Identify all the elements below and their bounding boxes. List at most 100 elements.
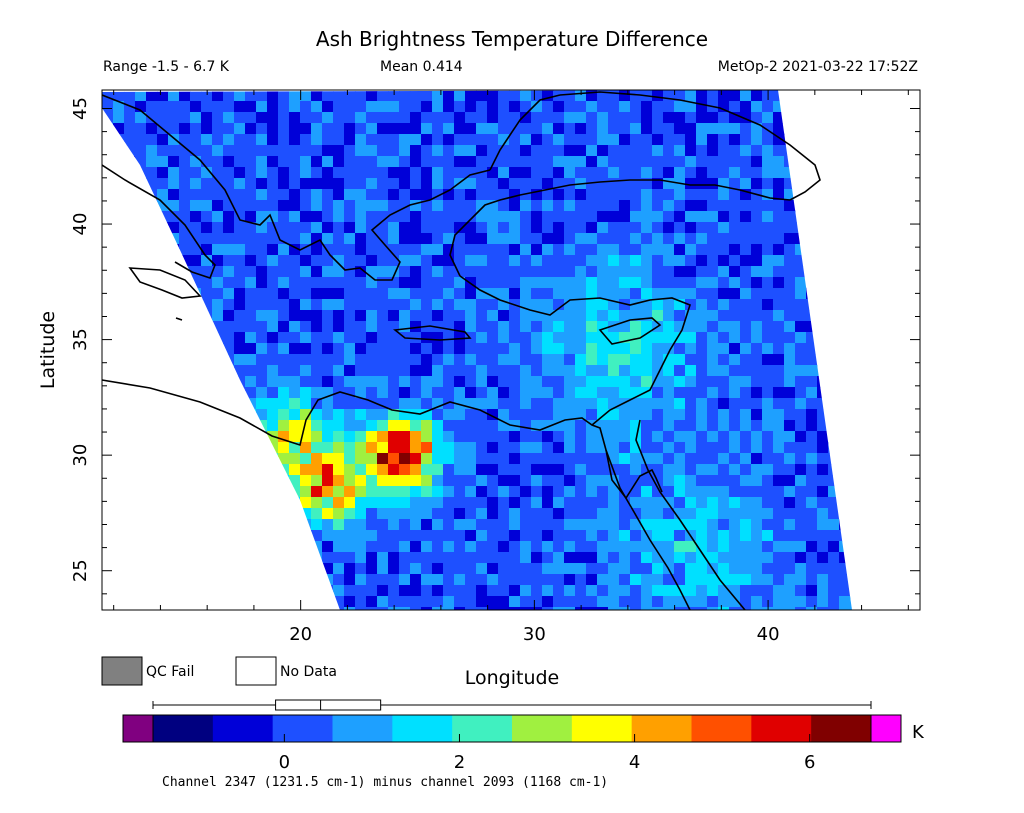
- heatmap-cell: [784, 497, 796, 509]
- heatmap-cell: [454, 178, 466, 190]
- heatmap-cell: [300, 376, 312, 388]
- heatmap-cell: [234, 585, 246, 597]
- heatmap-cell: [223, 398, 235, 410]
- heatmap-cell: [751, 596, 763, 608]
- heatmap-cell: [410, 244, 422, 256]
- heatmap-cell: [256, 464, 268, 476]
- heatmap-cell: [278, 277, 290, 289]
- heatmap-cell: [388, 222, 400, 234]
- heatmap-cell: [179, 453, 191, 465]
- heatmap-cell: [410, 233, 422, 245]
- heatmap-cell: [707, 376, 719, 388]
- heatmap-cell: [641, 585, 653, 597]
- heatmap-cell: [344, 552, 356, 564]
- heatmap-cell: [861, 200, 873, 212]
- heatmap-cell: [883, 277, 895, 289]
- heatmap-cell: [773, 156, 785, 168]
- heatmap-cell: [685, 145, 697, 157]
- heatmap-cell: [410, 145, 422, 157]
- heatmap-cell: [597, 145, 609, 157]
- heatmap-cell: [421, 310, 433, 322]
- heatmap-cell: [476, 563, 488, 575]
- heatmap-cell: [520, 299, 532, 311]
- heatmap-cell: [344, 376, 356, 388]
- heatmap-cell: [905, 508, 917, 520]
- heatmap-cell: [190, 431, 202, 443]
- heatmap-cell: [883, 508, 895, 520]
- heatmap-cell: [784, 167, 796, 179]
- heatmap-cell: [795, 266, 807, 278]
- heatmap-cell: [212, 200, 224, 212]
- heatmap-cell: [685, 233, 697, 245]
- heatmap-cell: [751, 464, 763, 476]
- heatmap-cell: [586, 409, 598, 421]
- heatmap-cell: [663, 255, 675, 267]
- heatmap-cell: [641, 398, 653, 410]
- heatmap-cell: [916, 167, 928, 179]
- heatmap-cell: [883, 541, 895, 553]
- heatmap-cell: [553, 464, 565, 476]
- heatmap-cell: [894, 431, 906, 443]
- heatmap-cell: [597, 244, 609, 256]
- heatmap-cell: [344, 233, 356, 245]
- heatmap-cell: [663, 123, 675, 135]
- heatmap-cell: [652, 222, 664, 234]
- heatmap-cell: [322, 134, 334, 146]
- heatmap-cell: [300, 178, 312, 190]
- heatmap-cell: [795, 310, 807, 322]
- heatmap-cell: [190, 563, 202, 575]
- heatmap-cell: [784, 387, 796, 399]
- heatmap-cell: [267, 530, 279, 542]
- heatmap-cell: [168, 563, 180, 575]
- heatmap-cell: [113, 585, 125, 597]
- heatmap-cell: [630, 310, 642, 322]
- heatmap-cell: [564, 200, 576, 212]
- heatmap-cell: [641, 310, 653, 322]
- heatmap-cell: [696, 464, 708, 476]
- heatmap-cell: [146, 310, 158, 322]
- heatmap-cell: [487, 541, 499, 553]
- heatmap-cell: [344, 464, 356, 476]
- heatmap-cell: [201, 563, 213, 575]
- heatmap-cell: [498, 486, 510, 498]
- heatmap-cell: [850, 563, 852, 575]
- heatmap-cell: [421, 574, 433, 586]
- heatmap-cell: [696, 431, 708, 443]
- heatmap-cell: [432, 310, 444, 322]
- heatmap-cell: [498, 178, 510, 190]
- heatmap-cell: [839, 563, 851, 575]
- heatmap-cell: [652, 134, 664, 146]
- heatmap-cell: [883, 585, 895, 597]
- heatmap-cell: [223, 156, 235, 168]
- heatmap-cell: [718, 607, 730, 610]
- heatmap-cell: [113, 552, 125, 564]
- heatmap-cell: [795, 167, 807, 179]
- colorbar-segment: [811, 715, 872, 742]
- heatmap-cell: [311, 288, 323, 300]
- heatmap-cell: [454, 398, 466, 410]
- heatmap-cell: [223, 453, 235, 465]
- heatmap-cell: [641, 233, 653, 245]
- heatmap-cell: [366, 464, 378, 476]
- heatmap-cell: [267, 321, 279, 333]
- heatmap-cell: [894, 343, 906, 355]
- heatmap-cell: [883, 244, 895, 256]
- heatmap-cell: [432, 332, 444, 344]
- heatmap-cell: [674, 420, 686, 432]
- heatmap-cell: [267, 222, 279, 234]
- heatmap-cell: [564, 332, 576, 344]
- heatmap-cell: [509, 508, 521, 520]
- heatmap-cell: [377, 354, 389, 366]
- heatmap-cell: [157, 211, 169, 223]
- heatmap-cell: [399, 101, 411, 113]
- heatmap-cell: [894, 497, 906, 509]
- heatmap-cell: [399, 354, 411, 366]
- heatmap-cell: [476, 266, 488, 278]
- heatmap-cell: [542, 200, 554, 212]
- heatmap-cell: [157, 178, 169, 190]
- heatmap-cell: [454, 343, 466, 355]
- heatmap-cell: [421, 475, 433, 487]
- heatmap-cell: [729, 156, 741, 168]
- heatmap-cell: [201, 354, 213, 366]
- heatmap-cell: [828, 200, 840, 212]
